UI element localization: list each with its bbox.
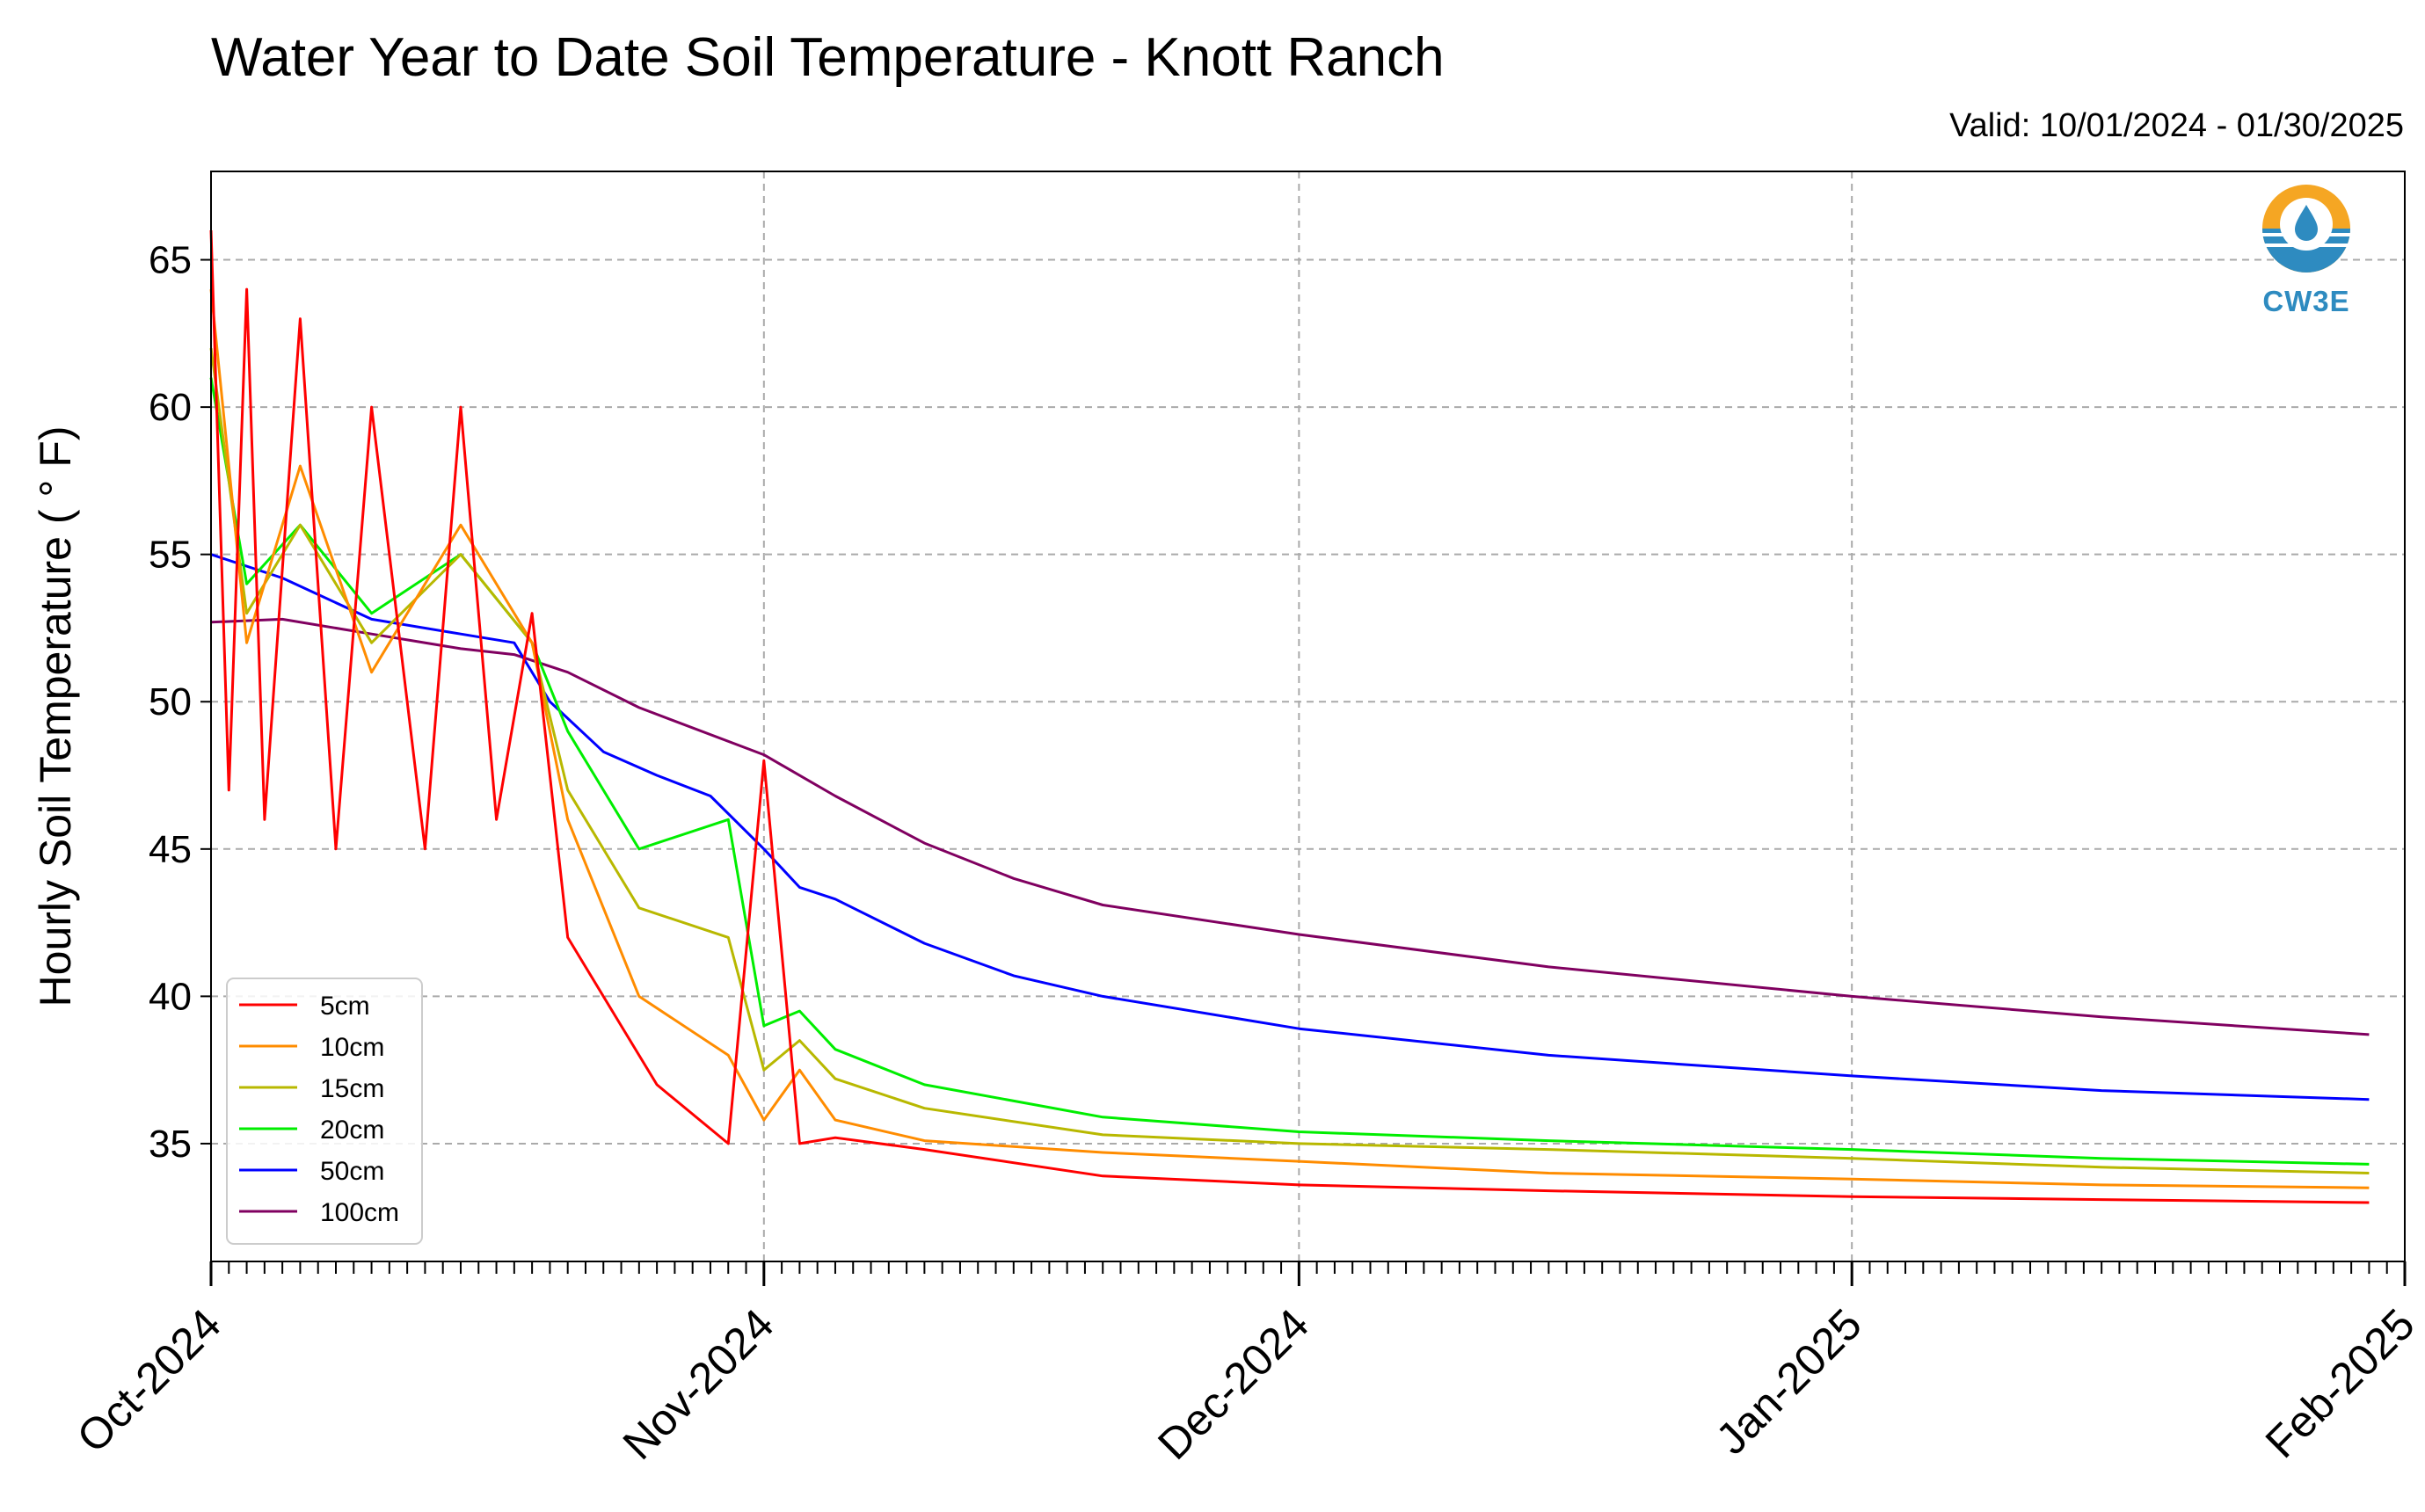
x-tick-label: Jan-2025 [1707,1299,1871,1464]
y-tick-label: 40 [149,975,192,1018]
x-tick-label: Nov-2024 [614,1299,783,1469]
series-line-15cm [209,347,2370,1174]
y-tick-label: 60 [149,386,192,429]
legend-label: 100cm [320,1198,399,1227]
valid-date-range: Valid: 10/01/2024 - 01/30/2025 [1949,107,2404,144]
plot-frame [210,171,2406,1262]
x-tick-label: Feb-2025 [2256,1299,2424,1467]
series-line-5cm [209,229,2370,1204]
series-line-20cm [209,377,2370,1166]
series-line-50cm [210,553,2370,1101]
y-tick-label: 50 [149,680,192,723]
x-tick-label: Oct-2024 [68,1299,230,1462]
series-line-100cm [210,617,2370,1036]
y-tick-label: 55 [149,534,192,577]
y-tick-label: 35 [149,1123,192,1166]
y-tick-label: 45 [149,828,192,871]
series-lines [209,229,2370,1204]
legend-label: 20cm [320,1116,384,1145]
legend-label: 50cm [320,1157,384,1186]
legend-label: 5cm [320,992,370,1021]
legend: 5cm 10cm 15cm 20cm 50cm 100cm [226,978,423,1245]
series-line-10cm [209,288,2370,1189]
y-axis-label: Hourly Soil Temperature ( ° F) [31,426,80,1007]
grid-lines [211,171,2405,1261]
water-drop-logo-icon [2262,185,2350,273]
chart-title: Water Year to Date Soil Temperature - Kn… [211,27,1445,88]
x-tick-label: Dec-2024 [1148,1299,1318,1469]
logo-text: CW3E [2262,285,2350,317]
cw3e-logo: CW3E [2254,180,2359,318]
legend-label: 15cm [320,1074,384,1103]
legend-label: 10cm [320,1033,384,1062]
y-tick-label: 65 [149,239,192,282]
axis-ticks: 35 40 45 50 55 60 65 Oct-2024 Nov-2024 Dec-2024 Ja… [68,239,2424,1470]
